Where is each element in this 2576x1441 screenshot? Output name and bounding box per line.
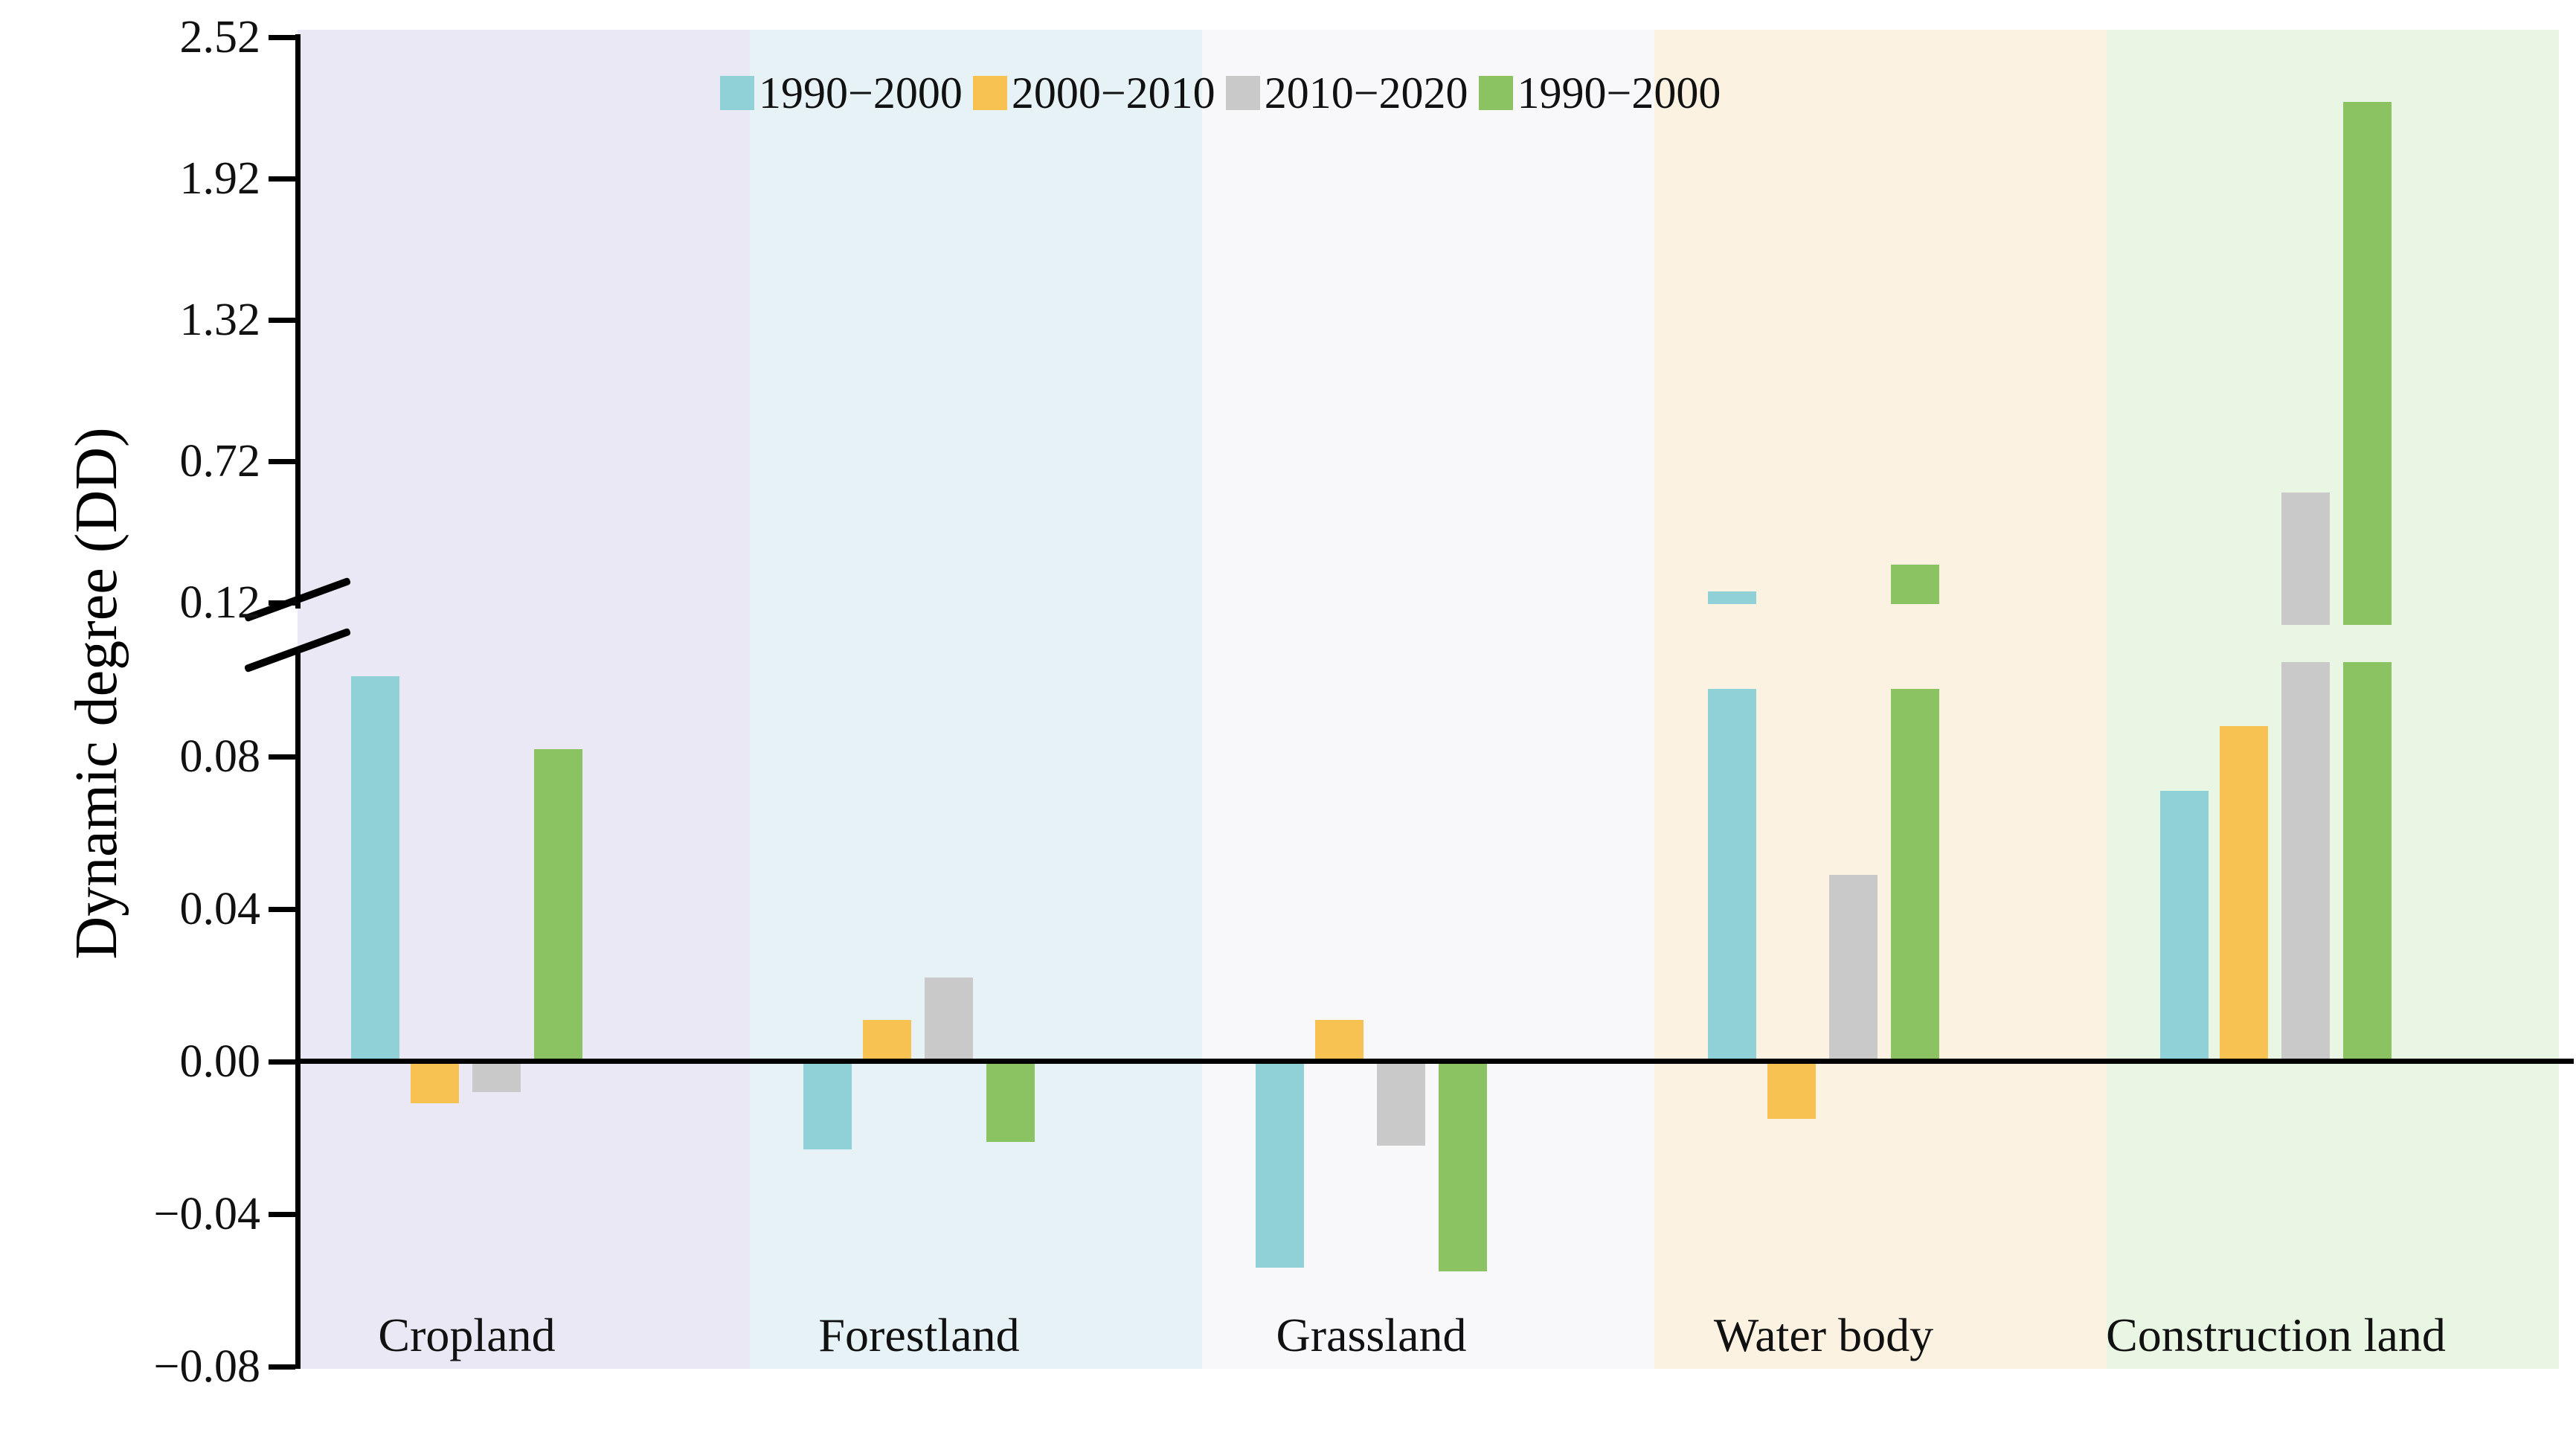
y-tick <box>269 600 295 606</box>
y-tick-label: 0.72 <box>179 435 261 487</box>
bar <box>925 978 973 1062</box>
y-tick-label: −0.04 <box>153 1189 260 1239</box>
y-tick-label: 0.04 <box>179 884 261 934</box>
y-tick <box>269 1212 295 1217</box>
bar-overflow-column <box>1891 689 1939 1062</box>
bar-overflow-cap <box>1891 565 1939 604</box>
zero-line <box>295 1059 2574 1064</box>
bar <box>1829 874 1878 1062</box>
bar-overflow-cap <box>1708 591 1756 604</box>
bar <box>986 1062 1035 1142</box>
legend-label: 1990−2000 <box>1517 68 1721 118</box>
bar <box>472 1062 521 1092</box>
legend: 1990−2000 2000−2010 2010−2020 1990−2000 <box>720 71 1721 115</box>
category-label: Grassland <box>1276 1309 1467 1361</box>
y-tick-label: 2.52 <box>179 11 261 62</box>
legend-swatch <box>1225 76 1260 110</box>
legend-label: 1990−2000 <box>759 68 963 118</box>
y-axis-line-upper <box>295 34 301 609</box>
category-label: Cropland <box>378 1309 556 1361</box>
y-tick <box>269 1364 295 1370</box>
bar-overflow-cap <box>2281 492 2330 625</box>
y-tick-label: 1.92 <box>179 153 261 204</box>
bar <box>1315 1019 1364 1062</box>
y-tick <box>269 754 295 760</box>
y-tick <box>269 317 295 323</box>
bar-overflow-column <box>2343 662 2392 1062</box>
bar <box>351 676 399 1062</box>
y-tick <box>269 458 295 464</box>
legend-item: 1990−2000 <box>1478 68 1721 118</box>
y-axis-title: Dynamic degree (DD) <box>64 427 129 960</box>
bar <box>1767 1062 1816 1119</box>
y-tick <box>269 176 295 182</box>
bar <box>2220 726 2268 1062</box>
y-tick-label: −0.08 <box>153 1341 260 1392</box>
y-tick-label: 1.32 <box>179 294 261 345</box>
category-label: Water body <box>1713 1309 1934 1361</box>
bar <box>803 1062 852 1149</box>
y-tick <box>269 34 295 40</box>
legend-item: 2000−2010 <box>972 68 1215 118</box>
bar <box>1256 1062 1304 1268</box>
category-band <box>2107 30 2559 1369</box>
bar-overflow-cap <box>2343 102 2392 625</box>
legend-swatch <box>720 76 754 110</box>
legend-item: 2010−2020 <box>1225 68 1468 118</box>
bar-overflow-column <box>1708 689 1756 1062</box>
bar <box>1377 1062 1425 1146</box>
y-tick <box>269 1059 295 1065</box>
bar <box>863 1019 911 1062</box>
bar <box>2160 791 2209 1062</box>
legend-swatch <box>972 76 1007 110</box>
y-axis-line-lower <box>295 647 301 1369</box>
legend-swatch <box>1478 76 1513 110</box>
bar <box>1439 1062 1487 1271</box>
y-tick <box>269 907 295 912</box>
category-label: Construction land <box>2106 1309 2446 1361</box>
category-label: Forestland <box>818 1309 1020 1361</box>
legend-label: 2000−2010 <box>1011 68 1215 118</box>
legend-label: 2010−2020 <box>1264 68 1468 118</box>
y-tick-label: 0.12 <box>179 577 261 628</box>
y-tick-label: 0.08 <box>179 731 261 782</box>
bar <box>411 1062 459 1104</box>
bar-overflow-column <box>2281 662 2330 1062</box>
y-tick-label: 0.00 <box>179 1036 261 1087</box>
category-band <box>750 30 1202 1369</box>
legend-item: 1990−2000 <box>720 71 963 115</box>
bar <box>534 748 582 1062</box>
